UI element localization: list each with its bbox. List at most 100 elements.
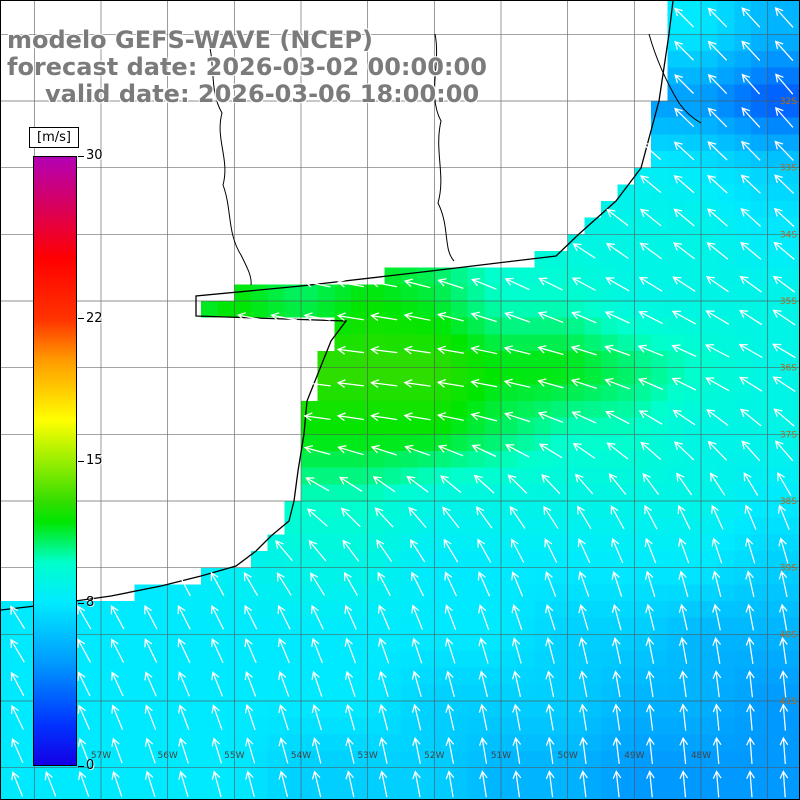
wind-arrow bbox=[377, 571, 391, 597]
wind-arrow bbox=[704, 344, 730, 358]
wind-arrow bbox=[411, 604, 424, 630]
wind-arrow bbox=[611, 570, 623, 597]
wind-arrow bbox=[77, 737, 90, 764]
wind-arrow bbox=[337, 444, 364, 456]
wind-arrow bbox=[370, 345, 398, 355]
wind-arrow bbox=[303, 312, 331, 321]
wind-arrow bbox=[437, 444, 464, 457]
wind-arrow bbox=[572, 442, 596, 459]
wind-arrow bbox=[345, 737, 355, 764]
wind-arrow bbox=[311, 770, 322, 798]
wind-arrow bbox=[511, 670, 522, 698]
wind-arrow bbox=[505, 444, 530, 458]
lat-label: 38S bbox=[780, 497, 797, 507]
wind-arrow bbox=[412, 770, 421, 798]
wind-arrow bbox=[707, 40, 728, 61]
wind-arrow bbox=[111, 671, 124, 697]
wind-arrow bbox=[377, 604, 390, 630]
colorbar-tick-mark bbox=[78, 602, 84, 604]
wind-arrow bbox=[673, 208, 695, 227]
wind-arrow bbox=[673, 174, 695, 194]
border-line bbox=[648, 33, 702, 124]
colorbar-tick-label: 0 bbox=[86, 758, 95, 773]
wind-arrow bbox=[440, 475, 462, 494]
wind-arrow bbox=[543, 505, 559, 529]
wind-arrow bbox=[739, 309, 763, 326]
colorbar-gradient bbox=[33, 156, 77, 766]
forecast-date-label: forecast date: 2026-03-02 00:00:00 bbox=[7, 53, 487, 81]
wind-arrow bbox=[178, 770, 189, 797]
wind-arrow bbox=[477, 571, 491, 597]
wind-arrow bbox=[378, 770, 388, 798]
wind-arrow bbox=[503, 378, 531, 388]
wind-arrow bbox=[471, 444, 497, 458]
wind-arrow bbox=[537, 378, 564, 389]
wind-arrow bbox=[774, 106, 794, 128]
wind-arrow bbox=[311, 670, 323, 697]
wind-arrow bbox=[612, 637, 622, 664]
wind-arrow bbox=[774, 174, 795, 194]
wind-arrow bbox=[275, 540, 294, 562]
wind-arrow bbox=[537, 411, 564, 423]
wind-arrow bbox=[545, 637, 555, 664]
wind-arrow bbox=[511, 637, 522, 664]
wind-arrow bbox=[677, 504, 691, 530]
wind-arrow bbox=[444, 571, 458, 597]
wind-arrow bbox=[672, 242, 696, 260]
lat-label: 41S bbox=[780, 697, 797, 707]
wind-arrow bbox=[244, 670, 257, 697]
wind-arrow bbox=[579, 703, 588, 731]
wind-arrow bbox=[637, 344, 664, 357]
wind-arrow bbox=[470, 411, 498, 422]
wind-arrow bbox=[512, 703, 521, 731]
wind-arrow bbox=[579, 736, 588, 764]
wind-arrow bbox=[177, 638, 191, 664]
wind-arrow bbox=[674, 107, 695, 128]
wind-arrow bbox=[745, 670, 755, 698]
wind-arrow bbox=[411, 703, 422, 731]
wind-arrow bbox=[78, 770, 90, 797]
lon-label: 48W bbox=[691, 751, 711, 761]
coastline bbox=[1, 1, 674, 611]
lat-label: 37S bbox=[780, 430, 797, 440]
wind-arrow bbox=[606, 442, 629, 460]
wind-arrow bbox=[308, 540, 327, 562]
wind-arrow bbox=[211, 671, 224, 697]
wind-arrow bbox=[644, 504, 658, 530]
wind-arrow bbox=[644, 570, 656, 597]
wind-arrow bbox=[712, 770, 722, 798]
colorbar-tick-label: 22 bbox=[86, 310, 103, 326]
wind-arrow bbox=[711, 537, 723, 564]
wind-arrow bbox=[705, 276, 729, 293]
wind-arrow bbox=[478, 637, 489, 664]
wind-arrow bbox=[638, 276, 663, 292]
wind-arrow bbox=[679, 670, 688, 698]
wind-arrow bbox=[378, 703, 389, 731]
wind-arrow bbox=[344, 670, 356, 697]
wind-arrow bbox=[504, 277, 530, 291]
wind-arrow bbox=[110, 638, 125, 663]
wind-arrow bbox=[336, 312, 364, 321]
wind-arrow bbox=[610, 505, 625, 530]
wind-arrow bbox=[772, 309, 796, 326]
wind-arrow bbox=[606, 208, 629, 227]
lat-label: 33S bbox=[780, 164, 797, 174]
wind-arrow bbox=[712, 736, 722, 765]
lon-label: 49W bbox=[624, 751, 644, 761]
wind-arrow bbox=[177, 571, 191, 597]
wind-arrow bbox=[403, 278, 431, 289]
wind-arrow bbox=[778, 603, 788, 631]
wind-arrow bbox=[772, 376, 796, 393]
wind-arrow bbox=[746, 703, 755, 731]
wind-arrow bbox=[410, 571, 425, 597]
wind-arrow bbox=[10, 638, 25, 663]
wind-arrow bbox=[144, 770, 156, 797]
wind-arrow bbox=[511, 604, 523, 631]
wind-arrow bbox=[144, 704, 157, 731]
wind-arrow bbox=[538, 277, 563, 291]
wind-arrow bbox=[544, 570, 557, 597]
wind-arrow bbox=[473, 474, 495, 494]
wind-arrow bbox=[276, 572, 292, 596]
wind-arrow bbox=[707, 7, 728, 28]
colorbar-tick-label: 15 bbox=[86, 453, 103, 468]
